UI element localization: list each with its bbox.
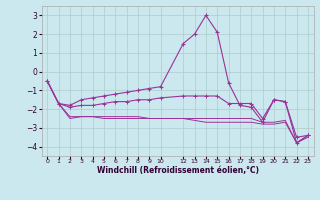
X-axis label: Windchill (Refroidissement éolien,°C): Windchill (Refroidissement éolien,°C) bbox=[97, 166, 259, 175]
